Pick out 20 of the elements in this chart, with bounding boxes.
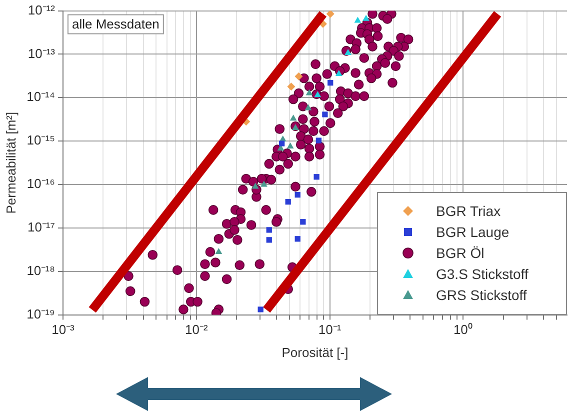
annotation: alle Messdaten: [72, 16, 160, 32]
legend-label: G3.S Stickstoff: [436, 266, 528, 282]
y-tick-label: 10⁻¹²: [28, 2, 56, 18]
x-tick-label: 10⁻²: [184, 322, 208, 338]
x-tick-label: 10⁰: [453, 322, 473, 338]
legend-label: BGR Öl: [436, 245, 484, 262]
y-tick-label: 10⁻¹⁴: [26, 89, 55, 104]
y-tick-label: 10⁻¹⁸: [26, 262, 55, 278]
legend-label: GRS Stickstoff: [436, 287, 527, 304]
y-axis-title: Permeabilität [m²]: [3, 112, 18, 214]
y-tick-label: 10⁻¹³: [28, 46, 56, 61]
x-tick-label: 10⁻³: [52, 322, 76, 338]
y-tick-label: 10⁻¹⁶: [26, 176, 55, 192]
y-tick-label: 10⁻¹⁹: [26, 306, 55, 322]
y-tick-label: 10⁻¹⁵: [26, 132, 55, 148]
legend-label: BGR Triax: [436, 203, 501, 220]
x-tick-label: 10⁻¹: [318, 322, 342, 338]
legend-label: BGR Lauge: [436, 224, 510, 240]
y-tick-label: 10⁻¹⁷: [27, 220, 56, 235]
x-axis-title: Porosität [-]: [282, 344, 348, 360]
